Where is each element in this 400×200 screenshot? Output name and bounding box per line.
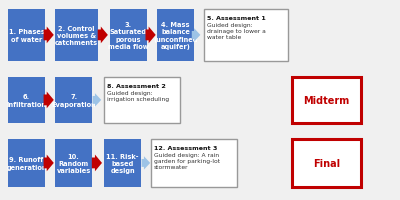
- FancyBboxPatch shape: [55, 139, 92, 187]
- FancyBboxPatch shape: [157, 10, 194, 62]
- Polygon shape: [98, 27, 108, 44]
- Polygon shape: [44, 27, 54, 44]
- FancyBboxPatch shape: [104, 77, 180, 124]
- FancyBboxPatch shape: [104, 139, 141, 187]
- Text: 9. Runoff
generation: 9. Runoff generation: [6, 157, 47, 170]
- FancyBboxPatch shape: [8, 10, 45, 62]
- Polygon shape: [92, 94, 101, 107]
- Text: 1. Phases
of water: 1. Phases of water: [9, 29, 44, 42]
- Polygon shape: [142, 156, 150, 170]
- Text: 12. Assessment 3: 12. Assessment 3: [154, 145, 217, 150]
- Text: 8. Assessment 2: 8. Assessment 2: [107, 83, 166, 88]
- Text: 6.
Infiltration: 6. Infiltration: [6, 94, 46, 107]
- FancyBboxPatch shape: [151, 139, 237, 187]
- FancyBboxPatch shape: [55, 10, 98, 62]
- FancyBboxPatch shape: [55, 77, 92, 124]
- Text: Midterm: Midterm: [303, 96, 350, 105]
- Polygon shape: [92, 155, 102, 171]
- Polygon shape: [146, 27, 156, 44]
- Text: 10.
Random
variables: 10. Random variables: [56, 153, 91, 173]
- Text: Final: Final: [313, 158, 340, 168]
- Text: 2. Control
volumes &
catchments: 2. Control volumes & catchments: [55, 26, 98, 46]
- Text: 11. Risk-
based
design: 11. Risk- based design: [106, 153, 139, 173]
- Text: 3.
Saturated
porous
media flow: 3. Saturated porous media flow: [108, 22, 149, 50]
- Polygon shape: [44, 155, 54, 171]
- Polygon shape: [44, 92, 54, 109]
- FancyBboxPatch shape: [204, 10, 288, 62]
- FancyBboxPatch shape: [110, 10, 147, 62]
- Text: 7.
Evaporation: 7. Evaporation: [51, 94, 96, 107]
- Polygon shape: [192, 29, 200, 42]
- Text: Guided design: A rain
garden for parking-lot
stormwater: Guided design: A rain garden for parking…: [154, 153, 220, 169]
- FancyBboxPatch shape: [8, 139, 45, 187]
- Text: 5. Assessment 1: 5. Assessment 1: [207, 16, 266, 21]
- Text: Guided design:
drainage to lower a
water table: Guided design: drainage to lower a water…: [207, 23, 266, 40]
- FancyBboxPatch shape: [292, 77, 361, 124]
- FancyBboxPatch shape: [292, 139, 361, 187]
- Text: 4. Mass
balance
(unconfined
aquifer): 4. Mass balance (unconfined aquifer): [153, 22, 198, 50]
- Text: Guided design:
irrigation scheduling: Guided design: irrigation scheduling: [107, 91, 169, 102]
- FancyBboxPatch shape: [8, 77, 45, 124]
